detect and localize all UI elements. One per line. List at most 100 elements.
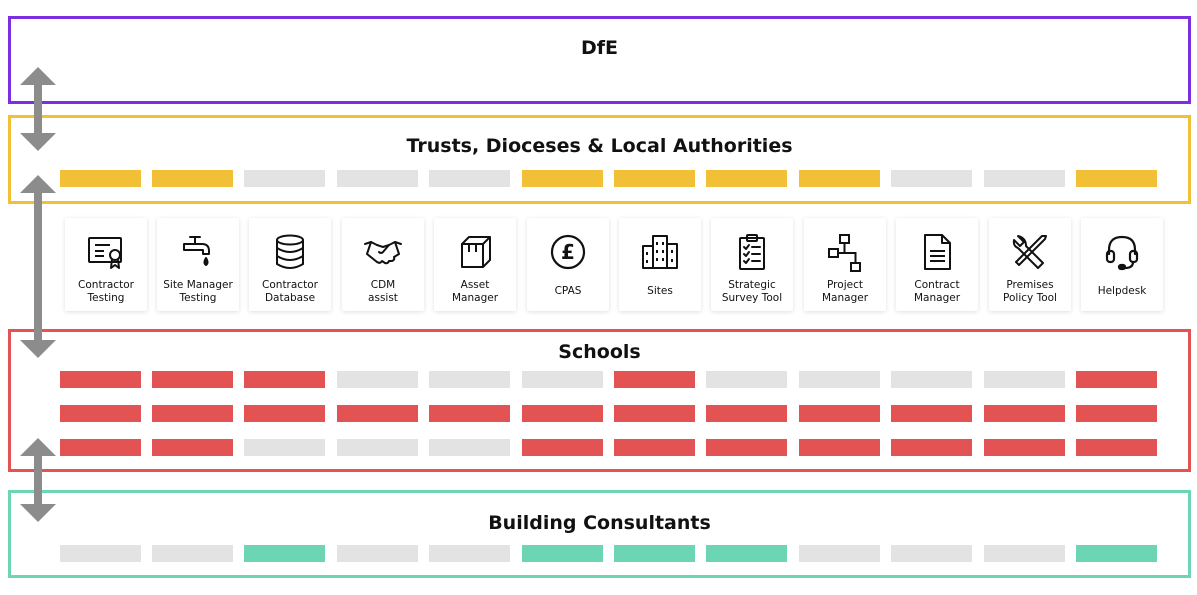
tool-card-cdm-assist[interactable]: CDM assist (342, 218, 424, 311)
double-arrow-icon (20, 175, 56, 358)
access-cell-active (706, 405, 787, 422)
access-cell-inactive (337, 439, 418, 456)
tool-card-contractor-testing[interactable]: Contractor Testing (65, 218, 147, 311)
access-cell-inactive (337, 170, 418, 187)
access-cell-inactive (984, 371, 1065, 388)
access-row-trusts (60, 170, 1166, 187)
access-cell-active (614, 371, 695, 388)
tool-card-cpas[interactable]: £ CPAS (527, 218, 609, 311)
access-cell-active (706, 545, 787, 562)
access-cell-active (984, 439, 1065, 456)
tool-label: Premises Policy Tool (1003, 279, 1057, 304)
access-cell-active (152, 405, 233, 422)
access-cell-inactive (244, 170, 325, 187)
tool-label: Sites (647, 285, 673, 297)
band-title-consultants: Building Consultants (488, 512, 711, 534)
band-title-trusts: Trusts, Dioceses & Local Authorities (406, 135, 793, 157)
handshake-icon (364, 241, 402, 265)
svg-text:£: £ (561, 240, 575, 264)
access-cell-active (706, 170, 787, 187)
access-cell-inactive (429, 170, 510, 187)
band-title-schools: Schools (558, 341, 641, 363)
tool-card-project-manager[interactable]: Project Manager (804, 218, 886, 311)
flowchart-icon (828, 234, 861, 272)
access-cell-active (522, 405, 603, 422)
access-cell-active (799, 170, 880, 187)
access-cell-inactive (429, 439, 510, 456)
tool-label: Project Manager (821, 279, 869, 304)
tool-card-asset-manager[interactable]: Asset Manager (434, 218, 516, 311)
access-cell-active (614, 405, 695, 422)
double-arrow-icon (20, 438, 56, 522)
database-icon (276, 234, 304, 269)
access-cell-inactive (429, 545, 510, 562)
access-cell-active (614, 439, 695, 456)
access-cell-inactive (799, 371, 880, 388)
tool-card-site-manager-testing[interactable]: Site Manager Testing (157, 218, 239, 311)
access-cell-inactive (244, 439, 325, 456)
access-cell-inactive (152, 545, 233, 562)
access-cell-active (60, 170, 141, 187)
buildings-icon (642, 235, 678, 269)
clipboard-checklist-icon (739, 234, 765, 270)
access-cell-active (1076, 405, 1157, 422)
access-cell-active (1076, 545, 1157, 562)
tool-label: Site Manager Testing (163, 279, 233, 304)
access-cell-inactive (984, 170, 1065, 187)
tool-label: Helpdesk (1097, 285, 1147, 297)
access-cell-inactive (891, 170, 972, 187)
access-cell-active (706, 439, 787, 456)
access-cell-active (984, 405, 1065, 422)
pound-icon: £ (550, 234, 586, 270)
tool-label: Strategic Survey Tool (721, 279, 783, 304)
access-cell-inactive (522, 371, 603, 388)
access-cell-active (522, 439, 603, 456)
access-cell-active (522, 545, 603, 562)
tool-label: Contract Manager (913, 279, 961, 304)
access-cell-active (891, 405, 972, 422)
access-row-schools (60, 439, 1166, 456)
band-schools: Schools (8, 329, 1191, 472)
tool-label: Contractor Database (262, 279, 318, 304)
access-cell-inactive (337, 545, 418, 562)
access-cell-inactive (984, 545, 1065, 562)
access-cell-inactive (429, 371, 510, 388)
access-cell-active (614, 170, 695, 187)
access-cell-active (522, 170, 603, 187)
access-cell-active (1076, 439, 1157, 456)
tool-card-premises-policy-tool[interactable]: Premises Policy Tool (989, 218, 1071, 311)
access-cell-active (891, 439, 972, 456)
headset-icon (1105, 235, 1139, 271)
access-cell-active (244, 545, 325, 562)
access-cell-active (244, 405, 325, 422)
access-cell-active (799, 439, 880, 456)
band-consultants: Building Consultants (8, 490, 1191, 578)
access-cell-active (337, 405, 418, 422)
access-cell-inactive (706, 371, 787, 388)
document-icon (924, 234, 951, 270)
tool-card-contract-manager[interactable]: Contract Manager (896, 218, 978, 311)
access-cell-active (429, 405, 510, 422)
access-cell-active (1076, 170, 1157, 187)
access-cell-active (799, 405, 880, 422)
access-cell-inactive (799, 545, 880, 562)
access-row-schools (60, 405, 1166, 422)
tool-card-helpdesk[interactable]: Helpdesk (1081, 218, 1163, 311)
access-cell-active (244, 371, 325, 388)
access-cell-active (60, 371, 141, 388)
certificate-icon (88, 237, 122, 269)
access-cell-active (614, 545, 695, 562)
access-cell-inactive (891, 371, 972, 388)
tap-icon (183, 236, 210, 266)
access-row-schools (60, 371, 1166, 388)
band-dfe: DfE (8, 16, 1191, 104)
access-cell-active (60, 405, 141, 422)
access-cell-active (152, 170, 233, 187)
tool-label: Contractor Testing (78, 279, 134, 304)
box-icon (461, 236, 491, 268)
tool-card-strategic-survey-tool[interactable]: Strategic Survey Tool (711, 218, 793, 311)
access-cell-inactive (337, 371, 418, 388)
tool-card-contractor-database[interactable]: Contractor Database (249, 218, 331, 311)
access-cell-active (152, 439, 233, 456)
tool-card-sites[interactable]: Sites (619, 218, 701, 311)
